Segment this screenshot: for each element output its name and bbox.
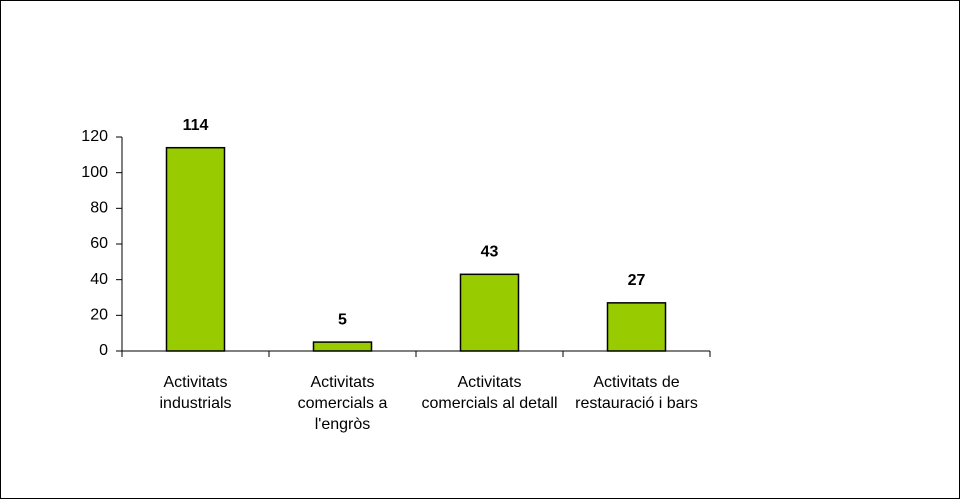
y-tick-label: 100	[81, 164, 108, 181]
data-label: 43	[481, 244, 499, 261]
x-tick-label: Activitats de restauració i bars	[575, 374, 698, 412]
bar	[459, 273, 520, 352]
data-label: 114	[183, 117, 209, 134]
y-tick-label: 120	[81, 128, 108, 145]
y-tick-label: 60	[90, 235, 108, 252]
data-label: 27	[628, 272, 646, 289]
x-tick-label: Activitats industrials	[159, 374, 232, 412]
y-tick-label: 40	[90, 271, 108, 288]
data-label: 5	[338, 311, 347, 328]
bar	[606, 302, 667, 352]
y-tick-label: 0	[99, 342, 108, 359]
bar	[312, 341, 373, 352]
y-tick-label: 80	[90, 200, 108, 217]
x-tick-label: Activitats comercials al detall	[421, 374, 558, 412]
y-tick-label: 20	[90, 307, 108, 324]
x-tick-label: Activitats comercials a l'engròs	[297, 374, 388, 433]
bar	[165, 146, 226, 352]
